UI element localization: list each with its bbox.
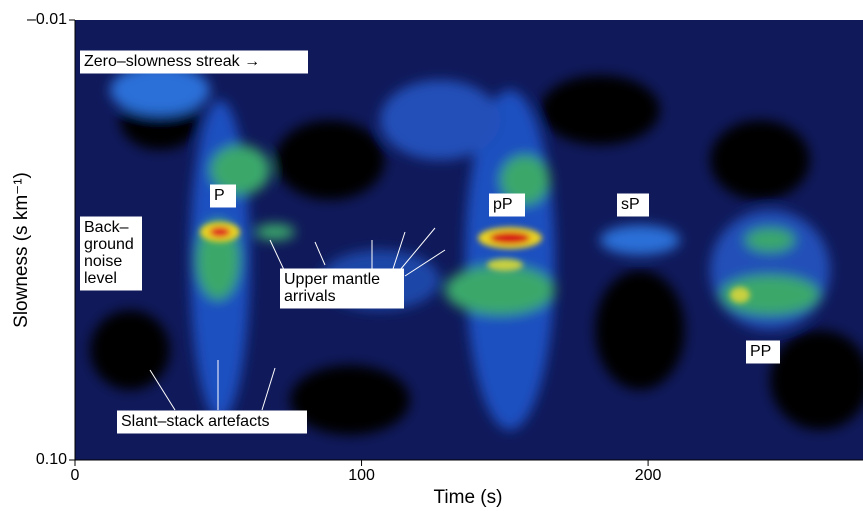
annotation-text: Slant–stack artefacts xyxy=(121,413,270,430)
annotation-box xyxy=(280,268,404,309)
x-tick-label: 0 xyxy=(71,467,80,484)
y-tick-label: 0.10 xyxy=(36,451,67,468)
annotation: PP xyxy=(746,340,780,364)
annotation-box xyxy=(210,184,236,208)
annotation-box xyxy=(617,193,649,217)
x-tick-label: 200 xyxy=(635,467,662,484)
annotation: pP xyxy=(489,193,525,217)
annotation: Zero–slowness streak → xyxy=(80,50,308,74)
annotation-box xyxy=(80,50,308,74)
x-tick-label: 100 xyxy=(348,467,375,484)
annotation-text: arrivals xyxy=(284,288,336,305)
annotation: P xyxy=(210,184,236,208)
y-axis-label: Slowness (s km⁻¹) xyxy=(11,172,32,328)
annotation-text: Zero–slowness streak → xyxy=(84,53,260,70)
annotation-text: Upper mantle xyxy=(284,271,380,288)
annotation-box xyxy=(117,410,307,434)
annotation-text: Back– xyxy=(84,219,129,236)
annotation: Slant–stack artefacts xyxy=(117,410,307,434)
annotation-box xyxy=(80,216,142,291)
annotation-text: noise xyxy=(84,253,122,270)
x-axis-label: Time (s) xyxy=(434,487,503,508)
annotation-text: PP xyxy=(750,343,771,360)
annotation-box xyxy=(746,340,780,364)
annotation-text: ground xyxy=(84,236,134,253)
annotation-text: P xyxy=(214,187,225,204)
annotation-text: level xyxy=(84,270,117,287)
heatmap-image xyxy=(75,20,863,460)
y-tick-label: –0.01 xyxy=(27,11,67,28)
annotation-box xyxy=(489,193,525,217)
annotation-text: sP xyxy=(621,196,640,213)
annotation-text: pP xyxy=(493,196,513,213)
leader-lines xyxy=(149,227,446,411)
annotation: sP xyxy=(617,193,649,217)
